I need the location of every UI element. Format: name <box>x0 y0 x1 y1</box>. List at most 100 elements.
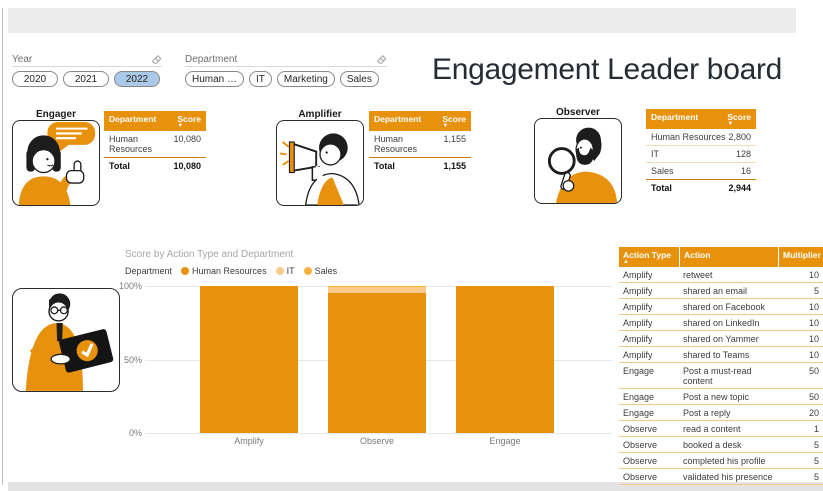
action-table-row[interactable]: Amplify shared on Yammer 10 <box>619 331 823 347</box>
persona-table-row[interactable]: Sales 16 <box>646 163 756 180</box>
window-chrome-left-border <box>2 8 3 485</box>
legend-item-human-resources[interactable]: Human Resources <box>181 266 267 276</box>
amplifier-illustration <box>276 120 364 206</box>
column-header-department[interactable]: Department <box>651 112 699 122</box>
action-cell: shared on LinkedIn <box>683 317 760 328</box>
department-option-button[interactable]: Human … <box>185 71 245 87</box>
window-chrome-bottom <box>8 482 823 491</box>
column-header-score[interactable]: Score ▼ <box>727 112 751 127</box>
persona-table-total-row: Total 10,080 <box>104 157 206 174</box>
gridline <box>145 433 612 434</box>
department-cell: Human Resources <box>651 132 726 142</box>
bar-segment-human-resources[interactable] <box>328 293 426 433</box>
action-table-row[interactable]: Engage Post a new topic 50 <box>619 389 823 405</box>
y-axis-tick-label: 0% <box>128 428 142 438</box>
persona-table-total-row: Total 2,944 <box>646 179 756 196</box>
action-cell: shared on Facebook <box>683 301 766 312</box>
multiplier-cell: 1 <box>813 423 819 434</box>
action-table-row[interactable]: Amplify retweet 10 <box>619 267 823 283</box>
multiplier-cell: 10 <box>808 301 819 312</box>
action-type-cell: Observe <box>623 439 658 450</box>
year-option-button[interactable]: 2020 <box>12 71 58 87</box>
action-table-row[interactable]: Amplify shared on Facebook 10 <box>619 299 823 315</box>
action-table-row[interactable]: Amplify shared to Teams 10 <box>619 347 823 363</box>
column-header-action[interactable]: Action <box>680 247 778 267</box>
legend-item-label: IT <box>286 266 295 276</box>
action-type-cell: Amplify <box>623 333 653 344</box>
woman-speech-bubble-thumbs-up-icon <box>18 121 96 205</box>
clear-selections-eraser-icon[interactable] <box>376 54 387 65</box>
action-cell: retweet <box>683 269 713 280</box>
legend-dot-icon <box>181 267 190 275</box>
engager-illustration <box>12 120 100 206</box>
department-option-button[interactable]: Sales <box>339 71 379 87</box>
department-slicer-label: Department <box>185 54 238 65</box>
multiplier-cell: 5 <box>813 439 819 450</box>
action-cell: Post a new topic <box>683 391 750 402</box>
sort-descending-icon: ▼ <box>177 123 184 129</box>
column-header-department[interactable]: Department <box>374 114 422 124</box>
multiplier-cell: 5 <box>813 285 819 296</box>
woman-megaphone-icon <box>279 133 360 205</box>
chart-legend: Department Human Resources IT Sales <box>125 266 337 276</box>
action-table-row[interactable]: Amplify shared an email 5 <box>619 283 823 299</box>
legend-item-sales[interactable]: Sales <box>303 266 337 276</box>
clear-selections-eraser-icon[interactable] <box>151 54 162 65</box>
x-axis-category-label: Engage <box>489 436 521 446</box>
amplifier-score-table: Department Score ▼ Human Resources 1,155 Tota… <box>369 111 471 174</box>
bar-segment-human-resources[interactable] <box>456 286 554 433</box>
man-magnifying-glass-icon <box>547 127 618 203</box>
year-option-button[interactable]: 2022 <box>114 71 160 87</box>
legend-item-it[interactable]: IT <box>275 266 295 276</box>
multiplier-cell: 50 <box>808 365 819 376</box>
action-table-row[interactable]: Observe completed his profile 5 <box>619 453 823 469</box>
action-cell: Post a reply <box>683 407 731 418</box>
column-header-department[interactable]: Department <box>109 114 157 124</box>
column-header-multiplier[interactable]: Multiplier <box>779 247 823 267</box>
stacked-bar-engage[interactable] <box>456 286 554 433</box>
action-type-cell: Engage <box>623 365 655 376</box>
stacked-bar-amplify[interactable] <box>200 286 298 433</box>
action-table-row[interactable]: Engage Post a must-read content 50 <box>619 363 823 389</box>
score-by-action-chart: Score by Action Type and Department Depa… <box>118 246 618 456</box>
action-cell: shared to Teams <box>683 349 750 360</box>
page-title: Engagement Leader board <box>432 53 783 86</box>
window-chrome-top <box>8 8 796 33</box>
action-table-row[interactable]: Observe read a content 1 <box>619 421 823 437</box>
department-cell: Sales <box>651 166 674 176</box>
persona-table-total-row: Total 1,155 <box>369 157 471 174</box>
score-cell: 16 <box>740 166 751 176</box>
column-header-action-type[interactable]: Action Type ▲ <box>619 247 679 267</box>
department-slicer-buttons: Human … IT Marketing Sales <box>185 71 387 87</box>
action-type-cell: Amplify <box>623 317 653 328</box>
department-option-button[interactable]: IT <box>249 71 272 87</box>
department-slicer: Department Human … IT Marketing Sales <box>185 54 387 87</box>
persona-table-row[interactable]: Human Resources 2,800 <box>646 129 756 146</box>
action-table-row[interactable]: Amplify shared on LinkedIn 10 <box>619 315 823 331</box>
department-cell: IT <box>651 149 659 159</box>
engager-score-table: Department Score ▼ Human Resources 10,080 Tot… <box>104 111 206 174</box>
action-table-row[interactable]: Engage Post a reply 20 <box>619 405 823 421</box>
multiplier-cell: 10 <box>808 333 819 344</box>
column-header-score[interactable]: Score ▼ <box>442 114 466 129</box>
persona-table-row[interactable]: IT 128 <box>646 146 756 163</box>
persona-table-row[interactable]: Human Resources 1,155 <box>369 131 471 158</box>
action-table-row[interactable]: Observe validated his presence 5 <box>619 469 823 485</box>
bar-segment-it[interactable] <box>328 286 426 294</box>
year-slicer-label: Year <box>12 54 33 65</box>
multiplier-cell: 50 <box>808 391 819 402</box>
year-option-button[interactable]: 2021 <box>63 71 109 87</box>
total-label: Total <box>374 161 395 171</box>
department-cell: Human Resources <box>109 134 153 154</box>
column-header-score[interactable]: Score ▼ <box>177 114 201 129</box>
total-value: 2,944 <box>728 183 751 193</box>
action-cell: read a content <box>683 423 741 434</box>
department-option-button[interactable]: Marketing <box>276 71 335 87</box>
stacked-bar-observe[interactable] <box>328 286 426 433</box>
persona-table-row[interactable]: Human Resources 10,080 <box>104 131 206 158</box>
action-table-row[interactable]: Observe booked a desk 5 <box>619 437 823 453</box>
sort-ascending-icon: ▲ <box>623 259 629 265</box>
bar-segment-human-resources[interactable] <box>200 286 298 433</box>
bar-segment-sales[interactable] <box>328 286 426 287</box>
